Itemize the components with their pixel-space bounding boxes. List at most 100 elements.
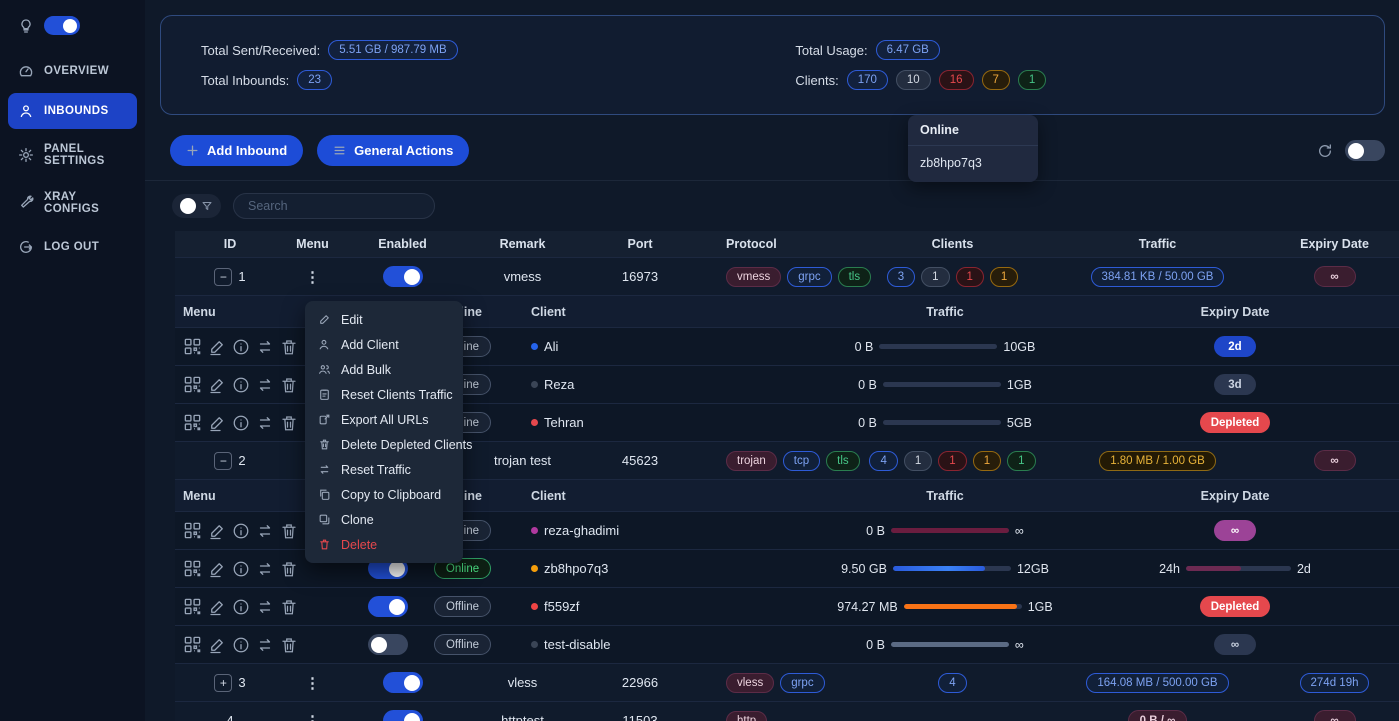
trash-icon[interactable] [280, 376, 298, 394]
trash-icon[interactable] [280, 414, 298, 432]
qrcode-icon[interactable] [183, 635, 202, 654]
client-count-badge[interactable]: 1 [903, 450, 933, 471]
client-count-badge[interactable]: 1 [955, 266, 984, 287]
clients-deactive-badge[interactable]: 10 [895, 70, 931, 90]
traffic-used: 0 B [858, 415, 877, 430]
total-usage-value: 6.47 GB [875, 40, 940, 60]
sidebar-item-inbounds[interactable]: INBOUNDS [8, 93, 137, 129]
client-enabled-toggle[interactable] [367, 596, 408, 617]
client-count-badge[interactable]: 3 [886, 266, 916, 287]
collapse-button[interactable]: − [214, 451, 233, 470]
menu-item-copy-to-clipboard[interactable]: Copy to Clipboard [305, 482, 463, 507]
col-port: Port [627, 237, 653, 251]
auto-refresh-toggle[interactable] [1345, 140, 1385, 161]
row-menu-button[interactable]: ⋮ [305, 674, 320, 692]
client-count-badge[interactable]: 1 [972, 450, 1002, 471]
trash-clients-icon [318, 438, 331, 451]
general-actions-button[interactable]: General Actions [317, 135, 470, 166]
traffic-total: 1GB [1027, 599, 1053, 614]
clients-expiring-badge[interactable]: 7 [981, 70, 1010, 90]
reset-traffic-icon[interactable] [256, 522, 274, 540]
client-count-badge[interactable]: 1 [938, 450, 967, 471]
qrcode-icon[interactable] [183, 413, 202, 432]
edit-icon[interactable] [208, 414, 226, 432]
menu-item-reset-traffic[interactable]: Reset Traffic [305, 457, 463, 482]
reset-traffic-icon[interactable] [256, 560, 274, 578]
menu-item-clone[interactable]: Clone [305, 507, 463, 532]
sidebar-item-overview[interactable]: OVERVIEW [8, 53, 137, 89]
add-inbound-label: Add Inbound [207, 143, 288, 158]
edit-icon[interactable] [208, 376, 226, 394]
search-input[interactable] [233, 193, 435, 219]
theme-toggle[interactable] [44, 16, 80, 35]
trash-icon[interactable] [280, 560, 298, 578]
trash-icon[interactable] [280, 338, 298, 356]
collapse-button[interactable]: − [214, 267, 233, 286]
info-icon[interactable] [232, 598, 250, 616]
enabled-toggle[interactable] [382, 710, 423, 721]
client-name: f559zf [544, 599, 580, 614]
client-count-badge[interactable]: 1 [921, 266, 950, 287]
info-icon[interactable] [232, 414, 250, 432]
enabled-toggle[interactable] [382, 672, 423, 693]
refresh-icon[interactable] [1317, 143, 1333, 159]
client-count-badge[interactable]: 4 [869, 450, 898, 471]
qrcode-icon[interactable] [183, 559, 202, 578]
add-inbound-button[interactable]: Add Inbound [170, 135, 304, 166]
qrcode-icon[interactable] [183, 337, 202, 356]
info-icon[interactable] [232, 376, 250, 394]
client-name: Tehran [544, 415, 584, 430]
trash-icon[interactable] [280, 598, 298, 616]
toolbar-divider [145, 180, 1399, 181]
qrcode-icon[interactable] [183, 375, 202, 394]
edit-icon[interactable] [208, 636, 226, 654]
trash-icon[interactable] [280, 636, 298, 654]
menu-item-delete[interactable]: Delete [305, 532, 463, 557]
inbound-port: 16973 [621, 269, 659, 284]
info-icon[interactable] [232, 560, 250, 578]
menu-item-export-all-urls[interactable]: Export All URLs [305, 407, 463, 432]
client-count-badge[interactable]: 1 [1007, 450, 1036, 471]
info-icon[interactable] [232, 338, 250, 356]
enabled-toggle[interactable] [382, 266, 423, 287]
qrcode-icon[interactable] [183, 597, 202, 616]
sidebar-item-log-out[interactable]: LOG OUT [8, 229, 137, 265]
sidebar-item-panel-settings[interactable]: PANEL SETTINGS [8, 133, 137, 177]
clients-depleted-badge[interactable]: 16 [938, 70, 974, 90]
subcol-menu: Menu [183, 304, 216, 319]
clients-online-badge[interactable]: 1 [1017, 70, 1047, 90]
menu-item-add-bulk[interactable]: Add Bulk [305, 357, 463, 382]
client-enabled-toggle[interactable] [367, 634, 408, 655]
info-icon[interactable] [232, 636, 250, 654]
reset-traffic-icon[interactable] [256, 338, 274, 356]
menu-item-reset-clients-traffic[interactable]: Reset Clients Traffic [305, 382, 463, 407]
filter-toggle[interactable] [172, 194, 221, 218]
reset-traffic-icon[interactable] [256, 636, 274, 654]
client-color-dot [531, 343, 538, 350]
expiry-bar [1185, 566, 1291, 571]
reset-traffic-icon[interactable] [256, 376, 274, 394]
edit-icon[interactable] [208, 560, 226, 578]
client-color-dot [531, 603, 538, 610]
info-icon[interactable] [232, 522, 250, 540]
clients-total-badge[interactable]: 170 [846, 70, 888, 90]
edit-icon[interactable] [208, 338, 226, 356]
row-menu-button[interactable]: ⋮ [305, 268, 320, 286]
reset-traffic-icon[interactable] [256, 598, 274, 616]
menu-item-edit[interactable]: Edit [305, 307, 463, 332]
row-menu-button[interactable]: ⋮ [305, 712, 320, 721]
trash-icon[interactable] [280, 522, 298, 540]
sidebar-item-xray-configs[interactable]: XRAY CONFIGS [8, 181, 137, 225]
reset-traffic-icon[interactable] [256, 414, 274, 432]
client-count-badge[interactable]: 4 [938, 672, 967, 693]
sidebar: OVERVIEW INBOUNDS PANEL SETTINGS XRAY CO… [0, 0, 145, 721]
client-count-badge[interactable]: 1 [989, 266, 1019, 287]
expand-button[interactable]: + [214, 673, 233, 692]
edit-icon[interactable] [208, 598, 226, 616]
menu-item-delete-depleted-clients[interactable]: Delete Depleted Clients [305, 432, 472, 457]
qrcode-icon[interactable] [183, 521, 202, 540]
menu-item-add-client[interactable]: Add Client [305, 332, 463, 357]
client-enabled-toggle[interactable] [367, 558, 408, 579]
online-clients-tooltip: Online zb8hpo7q3 [908, 115, 1038, 182]
edit-icon[interactable] [208, 522, 226, 540]
